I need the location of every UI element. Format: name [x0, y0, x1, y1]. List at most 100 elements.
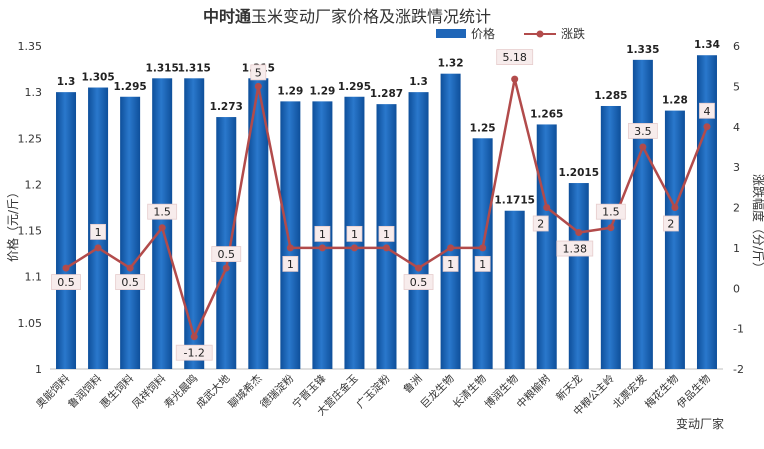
change-point: [671, 204, 679, 211]
y-right-tick-label: -1: [733, 323, 744, 336]
price-bar-label: 1.335: [626, 44, 659, 56]
price-bar-label: 1.295: [114, 81, 147, 93]
change-label-box: [90, 223, 106, 240]
change-point: [286, 244, 294, 252]
x-tick-label: 北票宏发: [610, 372, 649, 411]
price-bar: [600, 105, 621, 369]
change-label-box: [115, 274, 146, 290]
y-left-tick-label: 1.35: [18, 40, 43, 53]
change-point: [607, 224, 615, 232]
change-label: 1.5: [602, 206, 620, 219]
price-bar-label: 1.315: [146, 62, 179, 74]
price-bar: [472, 138, 493, 369]
change-point: [190, 333, 198, 341]
change-point: [479, 244, 487, 252]
price-bar: [632, 59, 653, 369]
price-bar-label: 1.315: [178, 62, 211, 74]
change-point: [703, 123, 711, 131]
legend-swatch-price: [436, 29, 466, 38]
change-label-box: [147, 203, 178, 220]
price-bar-label: 1.265: [530, 108, 563, 120]
change-label-box: [532, 215, 549, 232]
change-label-box: [314, 225, 331, 242]
price-bar: [152, 78, 173, 370]
legend-marker-change: [536, 30, 544, 38]
y-right-tick-label: 3: [733, 161, 740, 174]
change-label: 1: [351, 228, 358, 241]
y-left-tick-label: 1.15: [18, 225, 43, 238]
change-label: 0.5: [121, 276, 139, 289]
price-bar: [280, 101, 301, 369]
change-label: 3.5: [634, 125, 652, 138]
change-point: [350, 244, 358, 252]
change-label: 2: [667, 218, 674, 231]
price-bar-label: 1.2015: [559, 167, 600, 179]
y-left-tick-label: 1.05: [18, 317, 43, 330]
x-tick-label: 成武大地: [193, 372, 232, 411]
change-label-box: [282, 255, 299, 272]
y-left-tick-label: 1: [35, 363, 42, 376]
change-label: 1: [287, 258, 294, 271]
x-tick-label: 新天龙: [553, 372, 585, 404]
legend: 价格 涨跌: [436, 26, 585, 41]
change-label: 1: [479, 258, 486, 271]
price-bar-label: 1.34: [694, 39, 720, 51]
change-point: [126, 264, 134, 272]
x-tick-label: 聊城希杰: [226, 372, 265, 411]
price-bar-label: 1.25: [470, 122, 496, 134]
x-tick-label: 德瑞淀粉: [258, 372, 297, 411]
y-right-tick-label: 0: [733, 282, 740, 295]
price-bar-label: 1.29: [309, 85, 335, 97]
price-bar-label: 1.29: [277, 85, 303, 97]
change-label: 5: [255, 66, 262, 79]
change-label-box: [175, 344, 213, 361]
change-point: [415, 264, 423, 272]
price-bar-label: 1.287: [370, 88, 403, 100]
change-point: [254, 82, 262, 90]
x-tick-label: 长清生物: [450, 372, 489, 411]
change-label: 1: [383, 228, 390, 241]
change-point: [222, 264, 230, 272]
change-point: [543, 204, 551, 211]
change-point: [511, 75, 519, 83]
price-bar-label: 1.295: [338, 81, 371, 93]
change-label-box: [496, 49, 534, 66]
x-tick-label: 奥能饲料: [33, 372, 72, 411]
change-label: -1.2: [183, 347, 204, 360]
y-axis-right-title: 涨跌幅度（分/斤）: [751, 174, 764, 274]
y-left-tick-label: 1.25: [18, 132, 43, 145]
price-bar: [120, 96, 141, 369]
change-label: 5.18: [502, 51, 527, 64]
y-right-tick-label: 6: [733, 40, 740, 53]
price-bar-labels: 1.31.3051.2951.3151.3151.2731.3151.291.2…: [57, 39, 720, 207]
price-bar-label: 1.1715: [494, 195, 535, 207]
legend-label-change: 涨跌: [561, 26, 585, 41]
price-bar: [408, 92, 429, 370]
y-right-tick-label: 2: [733, 202, 740, 215]
x-tick-label: 惠生饲料: [97, 372, 136, 411]
price-bar-label: 1.32: [438, 58, 464, 70]
change-label: 1.38: [563, 243, 588, 256]
price-bar-label: 1.3: [57, 76, 76, 88]
y-right-tick-label: 4: [733, 121, 740, 134]
price-bar-label: 1.273: [210, 101, 243, 113]
change-label-box: [595, 203, 626, 220]
change-label-box: [346, 225, 363, 242]
change-label: 0.5: [57, 276, 75, 289]
y-right-tick-label: 1: [733, 242, 740, 255]
price-bar: [184, 78, 205, 370]
price-bar: [56, 92, 77, 370]
change-label-box: [663, 215, 679, 232]
change-label-box: [211, 246, 242, 262]
price-bar-label: 1.285: [594, 90, 627, 102]
change-label-box: [627, 123, 658, 139]
price-bar-label: 1.3: [409, 76, 428, 88]
y-right-tick-label: -2: [733, 363, 744, 376]
y-left-tick-label: 1.2: [25, 178, 43, 191]
chart-title-bold: 中时通: [203, 7, 251, 26]
change-point: [383, 244, 390, 252]
x-tick-label: 凤祥饲料: [129, 372, 168, 411]
change-label: 2: [537, 218, 544, 231]
price-bar-label: 1.305: [81, 72, 114, 84]
